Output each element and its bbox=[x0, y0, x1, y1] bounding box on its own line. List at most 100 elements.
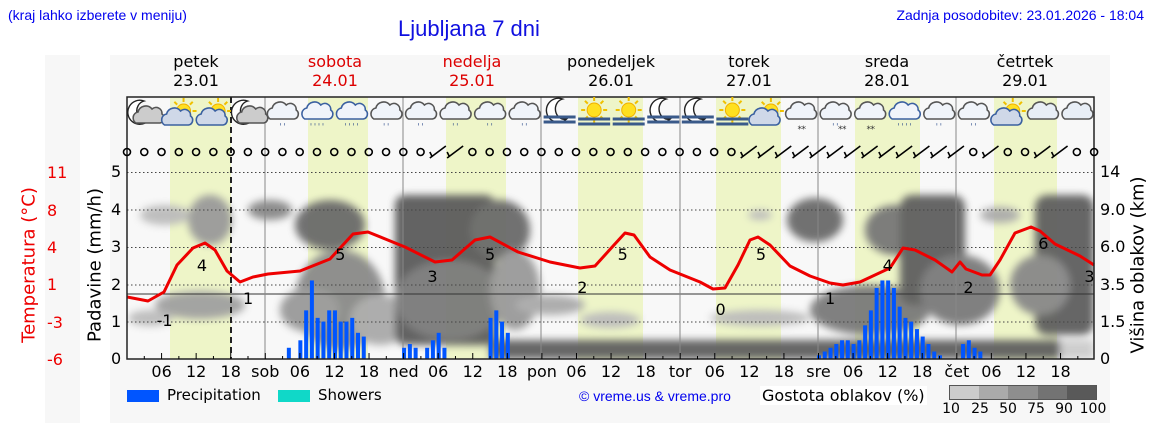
temperature-axis-panel bbox=[45, 55, 80, 423]
x-tick-label: 18 bbox=[635, 362, 656, 381]
calm-wind-icon bbox=[709, 147, 719, 157]
svg-text:ˈ: ˈ bbox=[525, 123, 527, 133]
precipitation-bar bbox=[834, 344, 839, 359]
wind-barb-icon bbox=[809, 145, 827, 159]
scale-label: 75 bbox=[1027, 401, 1045, 417]
page-title: Ljubljana 7 dni bbox=[398, 16, 540, 41]
svg-text:ˈ: ˈ bbox=[456, 123, 458, 133]
temperature-curve bbox=[126, 225, 1095, 303]
temp-tick: -6 bbox=[47, 350, 63, 369]
day-fog-icon bbox=[716, 97, 749, 126]
wind-barb-icon bbox=[895, 145, 913, 159]
day-partly-cloudy-icon bbox=[990, 98, 1026, 126]
calm-wind-icon bbox=[485, 147, 494, 157]
calm-wind-icon bbox=[692, 147, 702, 157]
cloud-tick: 0 bbox=[1100, 349, 1111, 368]
calm-wind-icon bbox=[588, 147, 598, 157]
scale-label: 25 bbox=[971, 401, 989, 417]
night-fog-icon bbox=[543, 97, 576, 124]
precipitation-bar bbox=[505, 332, 510, 359]
calm-wind-icon bbox=[640, 147, 650, 157]
svg-text:*: * bbox=[867, 125, 872, 135]
precipitation-bars bbox=[286, 280, 983, 359]
day-header-sun: nedelja 25.01 bbox=[442, 52, 502, 90]
precipitation-bar bbox=[309, 280, 314, 359]
temperature-value-label: 2 bbox=[963, 278, 973, 297]
x-tick-label: 06 bbox=[151, 362, 172, 381]
precip-tick: 3 bbox=[111, 237, 122, 256]
calm-wind-icon bbox=[122, 147, 132, 157]
night-fog-icon bbox=[681, 97, 714, 124]
precip-tick: 2 bbox=[111, 275, 122, 294]
x-tick-label: tor bbox=[668, 362, 692, 381]
svg-text:*: * bbox=[871, 125, 876, 135]
precipitation-bar bbox=[880, 280, 885, 359]
temperature-value-label: 0 bbox=[716, 300, 726, 319]
precipitation-bar bbox=[886, 280, 891, 359]
day-header-fri: petek 23.01 bbox=[173, 52, 219, 90]
precipitation-bar bbox=[897, 306, 902, 359]
precipitation-bar bbox=[442, 347, 447, 359]
svg-text:ˈ: ˈ bbox=[348, 123, 350, 133]
temperature-value-label: 4 bbox=[883, 256, 893, 275]
precipitation-bar bbox=[857, 340, 862, 359]
calm-wind-icon bbox=[260, 147, 270, 157]
x-tick-label: čet bbox=[944, 362, 970, 381]
x-tick-label: 12 bbox=[1015, 362, 1037, 381]
x-tick-label: 18 bbox=[1050, 362, 1071, 381]
svg-text:ˈ: ˈ bbox=[897, 123, 899, 133]
day-header-tue: torek 27.01 bbox=[726, 52, 772, 90]
wind-barb-icon bbox=[740, 145, 758, 159]
svg-text:ˈ: ˈ bbox=[491, 123, 493, 133]
precipitation-bar bbox=[356, 332, 360, 359]
cloud-density-label: Gostota oblakov (%) bbox=[760, 386, 927, 405]
svg-text:ˈ: ˈ bbox=[836, 123, 838, 133]
calm-wind-icon bbox=[554, 147, 564, 157]
calm-wind-icon bbox=[537, 147, 546, 157]
calm-wind-icon bbox=[157, 147, 166, 157]
svg-text:ˈ: ˈ bbox=[970, 123, 972, 133]
precipitation-bar bbox=[822, 351, 827, 359]
scale-label: 10 bbox=[942, 401, 960, 417]
wind-barb-icon bbox=[429, 145, 447, 159]
precipitation-bar bbox=[344, 321, 349, 359]
precipitation-bar bbox=[500, 321, 505, 359]
day-partly-cloudy-icon bbox=[195, 98, 232, 126]
x-tick-label: ned bbox=[388, 362, 419, 381]
svg-text:ˈ: ˈ bbox=[974, 123, 976, 133]
calm-wind-icon bbox=[226, 147, 235, 157]
precip-tick: 0 bbox=[111, 349, 122, 368]
svg-text:ˈ: ˈ bbox=[521, 123, 523, 133]
temperature-value-label: 3 bbox=[427, 267, 437, 286]
x-tick-label: 06 bbox=[566, 362, 587, 381]
svg-text:ˈ: ˈ bbox=[356, 123, 358, 133]
showers-swatch bbox=[278, 390, 310, 402]
temp-tick: 11 bbox=[47, 163, 68, 182]
calm-wind-icon bbox=[295, 147, 305, 157]
svg-text:*: * bbox=[797, 125, 802, 135]
precipitation-bar bbox=[851, 344, 856, 359]
calm-wind-icon bbox=[416, 147, 425, 157]
temperature-value-label: 1 bbox=[825, 289, 835, 308]
precipitation-bar bbox=[926, 344, 931, 359]
weather-icon-row: ˈ ˈ ˈ ˈ ˈ ˈ ˈ ˈ ˈ ˈ ˈ ˈ ˈ ˈ ˈ ˈ ˈ ˈ ˈ ˈ * * ˈ ˈ * * * * ˈ ˈ ˈ ˈ ˈ ˈ ˈ ˈ bbox=[127, 97, 1094, 135]
temperature-value-label: 5 bbox=[756, 245, 766, 264]
cloudy-light-snow-icon: * * bbox=[784, 101, 818, 135]
precipitation-bar bbox=[436, 332, 441, 359]
x-tick-label: 12 bbox=[185, 362, 207, 381]
precip-tick: 1 bbox=[111, 312, 122, 331]
copyright-link[interactable]: © vreme.us & vreme.pro bbox=[579, 388, 731, 404]
precipitation-bar bbox=[828, 347, 833, 359]
location-hint[interactable]: (kraj lahko izberete v meniju) bbox=[8, 7, 187, 23]
svg-text:ˈ: ˈ bbox=[310, 123, 312, 133]
calm-wind-icon bbox=[658, 147, 667, 157]
wind-barb-icon bbox=[878, 145, 896, 159]
calm-wind-icon bbox=[606, 147, 615, 157]
svg-text:ˈ: ˈ bbox=[344, 123, 346, 133]
x-tick-label: 12 bbox=[877, 362, 898, 381]
x-tick-label: sre bbox=[806, 362, 831, 381]
calm-wind-icon bbox=[1003, 147, 1013, 157]
temp-tick: 4 bbox=[47, 238, 58, 257]
cloudy-icon bbox=[1061, 101, 1094, 120]
temperature-value-label: 3 bbox=[1084, 267, 1094, 286]
